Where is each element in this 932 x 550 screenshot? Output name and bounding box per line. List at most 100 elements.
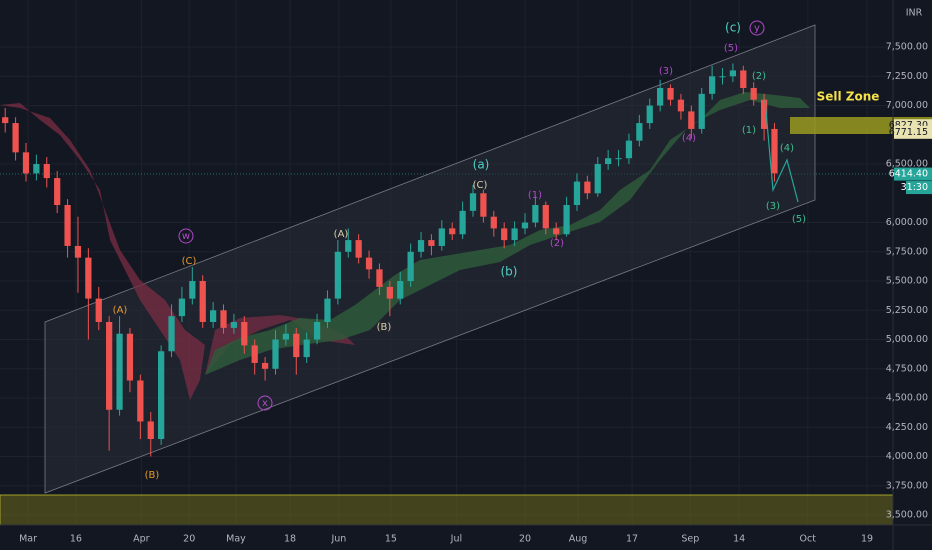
candle-body (417, 240, 425, 252)
candle-body (428, 240, 435, 246)
candle-body (116, 333, 123, 410)
y-tick-label: 5,250.00 (886, 305, 928, 316)
candle-body (106, 321, 113, 410)
candle-body (33, 164, 40, 174)
annotation-circle (749, 20, 765, 36)
annotation: (5) (792, 214, 806, 225)
candle-body (688, 111, 695, 129)
annotation: (a) (473, 158, 490, 172)
candle-body (625, 140, 633, 159)
x-tick-label: 17 (626, 534, 638, 545)
x-tick-label: Aug (569, 534, 588, 545)
countdown-bg (906, 181, 932, 195)
price-label: 6827.30 (889, 120, 928, 131)
candle-body (563, 204, 570, 235)
annotation: (B) (145, 470, 160, 481)
candle-body (760, 99, 768, 129)
wave-projection (764, 99, 799, 203)
candle-body (85, 257, 92, 299)
y-tick-label: 7,250.00 (886, 71, 928, 82)
annotation: (2) (550, 238, 564, 249)
candle-body (594, 164, 601, 194)
candle-body (22, 152, 30, 174)
x-tick-label: 20 (519, 534, 531, 545)
y-tick-label: 4,000.00 (886, 451, 928, 462)
annotation: x (262, 398, 268, 409)
candle-body (365, 257, 373, 270)
candle-body (313, 321, 321, 340)
candle-body (646, 105, 653, 124)
candle-body (459, 210, 466, 235)
price-label: 6771.15 (889, 127, 928, 138)
candle-body (189, 281, 196, 299)
candle-body (501, 228, 508, 241)
candle-body (272, 339, 279, 369)
candle-body (220, 310, 227, 328)
y-tick-label: 4,750.00 (886, 363, 928, 374)
y-tick-label: 4,250.00 (886, 422, 928, 433)
candle-body (12, 123, 19, 153)
candle-body (147, 421, 154, 440)
annotation: (A) (334, 229, 349, 240)
annotation: y (754, 23, 760, 34)
candle-body (407, 251, 414, 282)
y-tick-label: 3,750.00 (886, 480, 928, 491)
candle-body (137, 380, 144, 422)
cloud-green (205, 92, 810, 375)
annotation: w (182, 231, 190, 242)
annotation: (1) (528, 190, 542, 201)
y-tick-label: 5,750.00 (886, 246, 928, 257)
candle-body (95, 298, 102, 322)
annotations: (c) y (5) (3) (4) (2) (1) (4) (3) (5) Se… (113, 20, 880, 481)
y-tick-label: 3,500.00 (886, 510, 928, 521)
x-tick-label: 15 (385, 534, 397, 545)
candle-body (303, 339, 310, 358)
candle-body (480, 193, 487, 217)
x-tick-label: Jul (450, 534, 462, 545)
annotation: (B) (377, 322, 392, 333)
y-tick-label: 7,000.00 (886, 100, 928, 111)
price-label: 6414.40 (889, 169, 928, 180)
candle-body (158, 351, 165, 440)
candle-body (386, 286, 393, 299)
candle-body (74, 245, 82, 258)
candle-body (553, 228, 560, 235)
candle-body (43, 164, 50, 179)
candle-body (636, 123, 643, 141)
annotation: (5) (724, 43, 738, 54)
x-tick-label: 19 (861, 534, 873, 545)
x-tick-label: 20 (183, 534, 195, 545)
candle-body (677, 99, 685, 112)
buy-zone (0, 494, 894, 526)
candle-body (521, 222, 529, 229)
candle-body (261, 362, 269, 369)
x-tick-label: Sep (681, 534, 699, 545)
price-label-bg (894, 167, 932, 181)
candle-body (241, 321, 248, 346)
candle-body (126, 333, 134, 381)
candle-body (667, 87, 674, 100)
annotation: (3) (659, 66, 673, 77)
cloud-red (0, 103, 205, 400)
candle-body (345, 240, 352, 252)
x-tick-label: 14 (733, 534, 745, 545)
annotation: (4) (682, 133, 696, 144)
x-tick-label: Oct (800, 534, 817, 545)
candle-body (438, 228, 445, 246)
y-tick-label: 5,000.00 (886, 334, 928, 345)
candle-body (168, 316, 175, 352)
countdown: 31:30 (901, 182, 928, 193)
price-label-bg (894, 125, 932, 139)
y-tick-label: 6,000.00 (886, 217, 928, 228)
candle-body (605, 158, 612, 165)
y-tick-label: 5,500.00 (886, 276, 928, 287)
annotation: (3) (766, 201, 780, 212)
candle-body (64, 204, 71, 246)
x-tick-label: 18 (284, 534, 296, 545)
candle-body (615, 158, 622, 160)
annotation: Sell Zone (817, 90, 880, 104)
x-tick-label: Jun (330, 534, 346, 545)
candle-body (449, 228, 456, 235)
